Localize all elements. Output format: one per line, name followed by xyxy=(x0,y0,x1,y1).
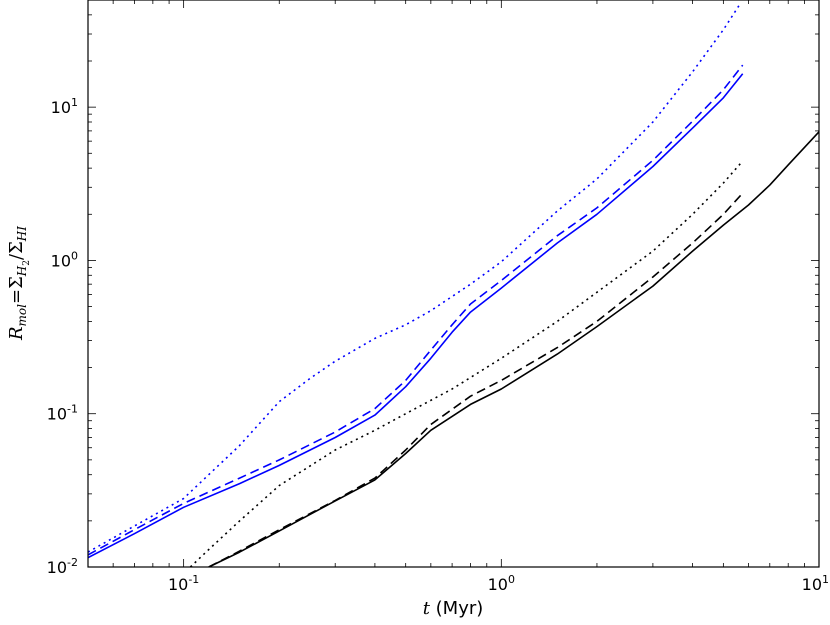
tick-labels: 10-1 100 101 10-2 10-1 100 101 xyxy=(47,96,829,594)
series-line-2 xyxy=(88,64,744,556)
y-tick-label: 100 xyxy=(51,249,78,270)
series-line-6 xyxy=(189,160,744,567)
series-line-5 xyxy=(208,192,744,567)
y-tick-label: 10-1 xyxy=(47,403,78,424)
series-layer xyxy=(88,5,819,567)
svg-text:Rmol=ΣH2/ΣHI: Rmol=ΣH2/ΣHI xyxy=(6,226,32,341)
x-axis-label: t (Myr) xyxy=(423,598,484,619)
series-line-1 xyxy=(88,73,744,559)
x-tick-label: 10-1 xyxy=(168,573,199,594)
series-line-3 xyxy=(88,5,740,553)
x-tick-label: 100 xyxy=(488,573,515,594)
x-tick-label: 101 xyxy=(802,573,829,594)
ticks-layer xyxy=(87,0,820,568)
y-tick-label: 10-2 xyxy=(47,556,78,577)
plot-frame xyxy=(87,0,820,568)
series-line-4 xyxy=(208,131,819,567)
y-tick-label: 101 xyxy=(51,96,78,117)
y-axis-label: Rmol=ΣH2/ΣHI xyxy=(6,226,32,341)
